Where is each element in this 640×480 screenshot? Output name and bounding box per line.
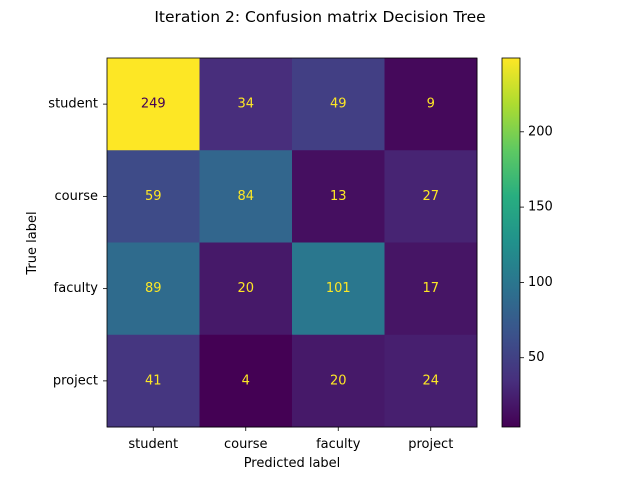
matrix-cell [292, 58, 385, 151]
matrix-cells [107, 58, 478, 428]
y-axis-ticks: student course faculty project [48, 97, 107, 388]
cell-value-label: 89 [145, 281, 162, 296]
cell-value-label: 249 [141, 97, 166, 112]
y-tick-label: project [53, 373, 98, 388]
matrix-cell [384, 150, 478, 243]
cell-value-label: 20 [330, 373, 347, 388]
matrix-cell [199, 242, 293, 336]
matrix-cell [199, 334, 293, 428]
cell-value-label: 84 [237, 189, 254, 204]
y-tick-label: faculty [54, 281, 99, 296]
x-tick-label: student [128, 437, 178, 452]
cell-value-label: 101 [326, 281, 351, 296]
cell-value-label: 13 [330, 189, 347, 204]
cell-value-label: 41 [145, 373, 162, 388]
cell-value-label: 17 [422, 281, 439, 296]
matrix-cell [384, 58, 478, 151]
colorbar-tick-label: 150 [528, 200, 553, 215]
matrix-cell [384, 334, 478, 428]
colorbar-tick-label: 200 [528, 124, 553, 139]
colorbar [501, 57, 521, 428]
x-tick-label: course [224, 437, 267, 452]
matrix-cell [199, 58, 293, 151]
matrix-frame [106, 57, 478, 428]
x-tick-label: faculty [316, 437, 361, 452]
chart-title: Iteration 2: Confusion matrix Decision T… [154, 8, 485, 26]
matrix-cell [107, 150, 200, 243]
y-tick-label: course [55, 189, 98, 204]
colorbar-tick-label: 100 [528, 275, 553, 290]
cell-value-label: 59 [145, 189, 162, 204]
cell-value-label: 24 [422, 373, 439, 388]
matrix-cell [199, 150, 293, 243]
colorbar-tick-label: 50 [528, 350, 545, 365]
y-axis-label: True label [25, 211, 40, 275]
x-tick-label: project [408, 437, 453, 452]
matrix-cell [292, 150, 385, 243]
x-axis-label: Predicted label [244, 456, 341, 471]
matrix-cell [107, 242, 200, 336]
matrix-cell-labels: 249 34 49 9 59 84 13 27 89 20 101 17 41 4 20 24 [141, 97, 439, 389]
cell-value-label: 49 [330, 97, 347, 112]
cell-value-label: 9 [427, 97, 435, 112]
cell-value-label: 20 [237, 281, 254, 296]
matrix-cell [107, 58, 200, 151]
matrix-cell [292, 242, 385, 336]
colorbar-ticks: 50 100 150 200 [520, 124, 553, 365]
cell-value-label: 34 [237, 97, 254, 112]
matrix-cell [107, 334, 200, 428]
cell-value-label: 27 [422, 189, 439, 204]
cell-value-label: 4 [242, 373, 250, 388]
matrix-cell [384, 242, 478, 336]
matrix-cell [292, 334, 385, 428]
y-tick-label: student [48, 97, 98, 112]
x-axis-ticks: student course faculty project [128, 427, 453, 452]
